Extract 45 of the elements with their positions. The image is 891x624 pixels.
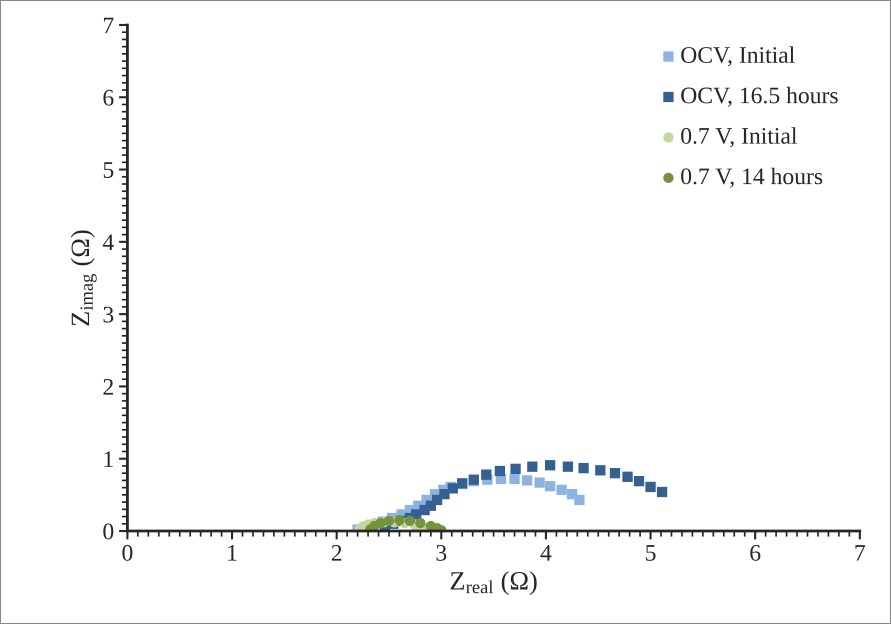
y-tick-label: 4 bbox=[102, 234, 114, 250]
x-tick-label: 3 bbox=[436, 544, 446, 561]
point bbox=[556, 484, 567, 495]
point bbox=[544, 460, 556, 470]
point bbox=[494, 466, 506, 476]
point bbox=[375, 518, 386, 528]
x-tick-label: 5 bbox=[646, 545, 656, 561]
y-tick-label: 3 bbox=[104, 306, 114, 323]
legend-label: 0.7 V, Initial bbox=[681, 127, 797, 148]
point bbox=[510, 464, 521, 474]
x-tick-label: 1 bbox=[228, 545, 237, 561]
legend-label: 0.7 V, 14 hours bbox=[681, 168, 822, 188]
point bbox=[404, 516, 416, 526]
point bbox=[384, 516, 394, 526]
point bbox=[634, 476, 644, 486]
point bbox=[645, 482, 656, 492]
x-tick-label: 0 bbox=[122, 544, 132, 561]
x-tick-label: 6 bbox=[750, 544, 760, 561]
y-tick-label: 1 bbox=[104, 451, 113, 467]
point bbox=[595, 465, 606, 476]
point bbox=[578, 462, 589, 474]
point bbox=[481, 469, 492, 480]
point bbox=[656, 486, 668, 498]
y-tick-label: 2 bbox=[103, 378, 113, 395]
point bbox=[522, 475, 532, 486]
point bbox=[415, 518, 426, 528]
legend-label: OCV, Initial bbox=[681, 46, 795, 66]
y-axis-title: Z$_{imag}$ (Ω) bbox=[70, 230, 97, 326]
point bbox=[566, 489, 578, 500]
legend-label: OCV, 16.5 hours bbox=[681, 86, 838, 107]
point bbox=[509, 474, 520, 484]
point bbox=[534, 477, 545, 488]
x-tick-label: 2 bbox=[332, 544, 342, 561]
point bbox=[562, 462, 574, 472]
x-axis-title: Z$_{real}$ (Ω) bbox=[450, 571, 537, 596]
y-tick-label: 7 bbox=[104, 18, 114, 34]
y-tick-label: 5 bbox=[104, 162, 114, 178]
point bbox=[610, 468, 620, 478]
y-tick-label: 0 bbox=[103, 524, 114, 540]
point bbox=[544, 481, 556, 492]
x-tick-label: 4 bbox=[540, 545, 552, 561]
x-tick-label: 7 bbox=[855, 545, 866, 561]
point bbox=[527, 462, 538, 472]
point bbox=[622, 472, 633, 482]
y-tick-label: 6 bbox=[103, 90, 114, 106]
